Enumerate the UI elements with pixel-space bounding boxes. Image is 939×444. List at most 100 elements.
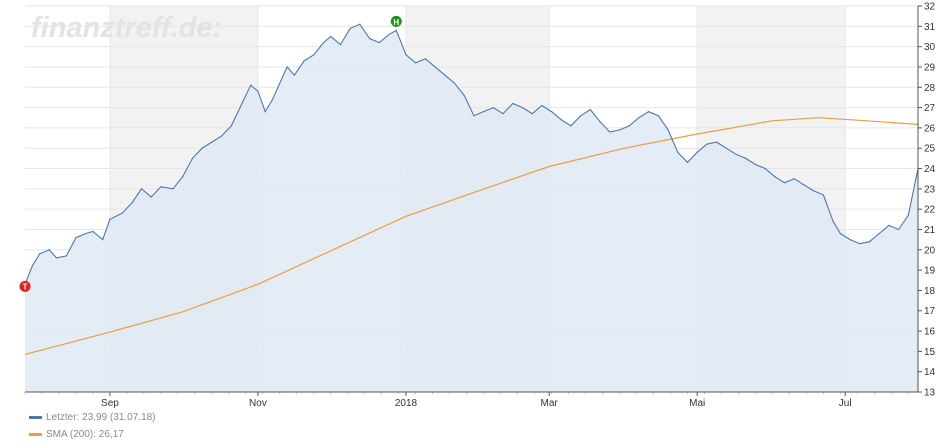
price-point [395,29,397,31]
price-point [339,44,342,46]
low-marker-label: T [23,283,28,292]
price-point [160,186,162,188]
price-point [359,23,361,25]
price-point [182,176,184,178]
price-point [657,115,659,117]
price-point [725,147,727,149]
price-point [55,257,58,259]
y-tick-label: 14 [924,367,936,378]
price-point [550,111,553,113]
price-point [279,82,281,84]
price-line [24,23,919,285]
price-point [628,125,630,127]
price-point [793,178,795,180]
price-area-fill [25,24,918,393]
price-point [121,212,123,214]
price-point [502,113,504,115]
price-point [599,121,601,123]
price-point [745,157,747,159]
price-point [230,125,232,127]
price-point [378,41,380,44]
price-point [286,66,288,68]
y-tick-label: 21 [924,225,936,236]
price-point [172,188,174,190]
price-point [303,60,305,62]
price-point [257,90,259,92]
price-point [191,157,194,159]
price-point [473,115,475,117]
price-point [92,230,94,233]
price-point [405,54,407,56]
price-point [839,232,841,235]
price-point [907,214,909,216]
y-tick-label: 29 [924,62,936,73]
price-point [424,58,426,60]
price-point [463,94,465,96]
price-point [388,33,390,36]
y-tick-label: 24 [924,164,936,175]
y-tick-label: 13 [924,388,936,399]
price-point [832,220,834,222]
price-point [492,106,494,109]
price-point [250,84,252,86]
y-tick-label: 20 [924,245,936,256]
sma-200-line [24,117,919,355]
price-point [754,163,757,166]
legend-swatch-sma [29,432,42,436]
y-tick-label: 19 [924,266,936,277]
price-point [521,106,524,109]
price-point [888,224,890,227]
price-point [313,54,315,56]
price-point [609,131,611,133]
y-tick-label: 16 [924,327,936,338]
price-point [264,111,266,113]
price-point [735,153,737,155]
low-marker: T [19,280,31,292]
price-point [570,125,572,127]
price-point [822,194,824,196]
price-point [368,37,371,40]
price-point [220,135,223,137]
price-point [271,98,274,101]
price-point [85,232,87,235]
y-tick-label: 32 [924,2,936,13]
price-point [415,62,417,64]
price-point [580,115,582,117]
price-point [483,111,485,113]
y-tick-label: 17 [924,306,936,317]
price-point [878,232,880,235]
high-marker-label: H [393,18,399,27]
price-point [48,249,50,251]
price-point [140,188,143,190]
legend-label-price: Letzter: 23,99 (31.07.18) [46,412,156,423]
y-tick-label: 30 [924,42,936,53]
y-axis-ticks: 13 14 15 16 17 18 19 20 21 22 23 24 25 26 27 28 29 30 31 32 [918,2,936,399]
price-point [150,196,152,198]
y-tick-label: 27 [924,103,936,114]
price-point [38,253,41,255]
x-tick-label: Jul [839,398,852,409]
price-point [696,151,698,153]
y-tick-label: 15 [924,347,936,358]
y-tick-label: 26 [924,123,936,134]
legend-label-sma: SMA (200): 26,17 [46,429,124,440]
price-point [589,109,592,111]
price-point [434,66,436,68]
price-point [677,151,679,153]
price-point [65,255,67,257]
price-point [774,176,776,178]
y-tick-label: 28 [924,83,936,94]
price-point [560,119,562,121]
price-point [541,104,543,107]
x-tick-label: Nov [249,398,267,409]
price-point [715,141,718,143]
x-tick-label: 2018 [395,398,418,409]
price-point [706,143,708,145]
x-axis-ticks: Sep Nov 2018 Mar Mai Jul [24,392,909,409]
price-point [531,113,533,115]
price-point [349,27,351,29]
x-tick-label: Mai [689,398,705,409]
legend-item-sma: SMA (200): 26,17 [29,429,124,440]
price-point [31,265,33,267]
price-point [211,141,213,143]
